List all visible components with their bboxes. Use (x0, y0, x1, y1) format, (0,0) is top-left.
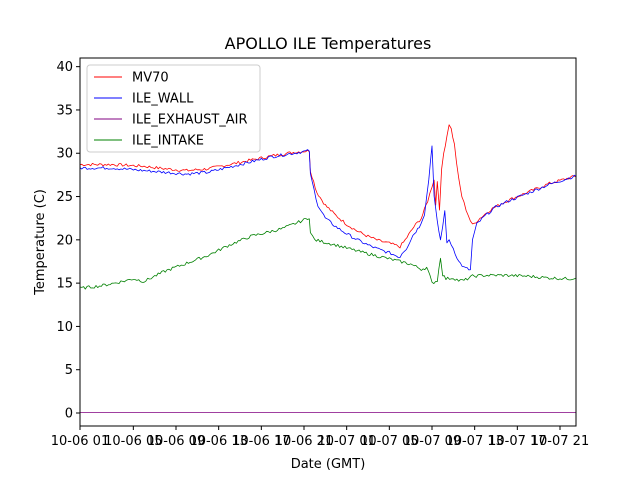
y-tick-label: 15 (56, 277, 73, 292)
y-tick-label: 0 (65, 407, 73, 422)
series-layer (80, 124, 576, 413)
y-tick-label: 30 (56, 147, 73, 162)
x-tick-label: 10-07 05 (360, 434, 418, 449)
x-tick-label: 10-07 21 (531, 434, 589, 449)
y-tick-label: 5 (65, 363, 73, 378)
legend: MV70 ILE_WALL ILE_EXHAUST_AIR ILE_INTAKE (86, 64, 261, 153)
series-line-ile-wall (80, 145, 576, 271)
legend-label: ILE_WALL (132, 92, 194, 107)
y-tick-label: 25 (56, 190, 73, 205)
x-tick-label: 10-06 21 (275, 434, 333, 449)
x-tick-label: 10-06 05 (104, 434, 162, 449)
y-tick-label: 20 (56, 233, 73, 248)
y-axis: 0 5 10 15 20 25 30 35 40 (56, 60, 80, 422)
x-tick-label: 10-06 17 (232, 434, 290, 449)
series-line-mv70 (80, 124, 576, 249)
y-tick-label: 40 (56, 60, 73, 75)
series-line-ile-intake (80, 218, 576, 290)
y-tick-label: 35 (56, 103, 73, 118)
x-tick-label: 10-06 13 (189, 434, 247, 449)
y-tick-label: 10 (56, 320, 73, 335)
plot-area (79, 57, 577, 427)
x-tick-label: 10-06 01 (51, 434, 109, 449)
y-axis-title: Temperature (C) (33, 189, 48, 296)
x-tick-label: 10-06 09 (147, 434, 205, 449)
x-tick-label: 10-07 17 (488, 434, 546, 449)
legend-label: ILE_INTAKE (132, 134, 204, 149)
x-tick-label: 10-07 09 (403, 434, 461, 449)
legend-label: ILE_EXHAUST_AIR (132, 113, 248, 128)
x-axis-title: Date (GMT) (291, 457, 366, 472)
x-tick-label: 10-07 13 (445, 434, 503, 449)
legend-label: MV70 (132, 71, 169, 86)
plot-frame (79, 57, 577, 427)
legend-box (86, 64, 261, 153)
x-tick-label: 10-07 01 (317, 434, 375, 449)
chart-title: APOLLO ILE Temperatures (225, 34, 432, 53)
